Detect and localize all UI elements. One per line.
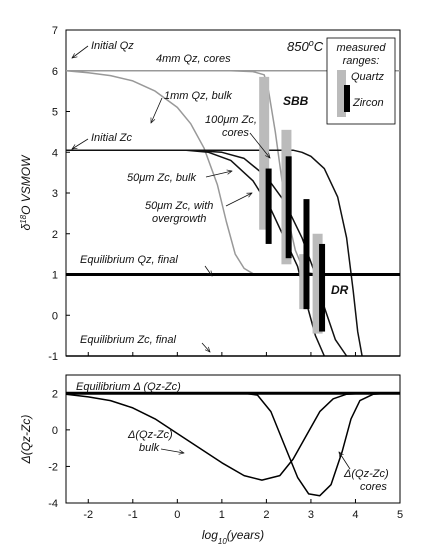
y-label-delta: δ — [19, 223, 33, 230]
label-zc-50-over-line2: overgrowth — [152, 213, 206, 225]
x-label-rest: (years) — [227, 528, 264, 542]
bottom-series — [65, 391, 400, 497]
arrow-eq-qz — [204, 265, 212, 276]
series-qz-zc-bulk — [65, 392, 365, 481]
temperature-label: 850oC — [287, 38, 324, 54]
arrow-zc-50-bulk — [205, 171, 232, 178]
label-eq-zc: Equilibrium Zc, final — [80, 334, 177, 346]
y-label-rest: O VSMOW — [19, 154, 33, 215]
top-y-tick-label: 1 — [52, 270, 58, 282]
bottom-y-tick-label: -4 — [48, 498, 58, 510]
label-initial-zc: Initial Zc — [91, 132, 132, 144]
top-y-tick-label: 0 — [52, 310, 58, 322]
bottom-y-tick-label: -2 — [48, 461, 58, 473]
x-tick-label: 2 — [263, 509, 269, 521]
range-bar-dr-quartz — [312, 233, 323, 334]
bottom-y-tick-label: 0 — [52, 425, 58, 437]
x-tick-label: 4 — [352, 509, 358, 521]
legend-zircon-label: Zircon — [352, 97, 384, 109]
range-bar-dr-zircon — [319, 243, 326, 332]
range-bar-sbb-zircon — [285, 156, 292, 259]
x-tick-label: -1 — [128, 509, 138, 521]
label-cores-line1: Δ(Qz-Zc) — [343, 468, 389, 480]
arrow-initial-zc — [72, 138, 89, 149]
label-initial-qz: Initial Qz — [91, 40, 134, 52]
label-eq-delta: Equilibrium Δ (Qz-Zc) — [76, 381, 181, 393]
label-zc-100-line2: cores — [222, 127, 249, 139]
top-y-axis-label: δ18O VSMOW — [19, 154, 34, 231]
bottom-panel: -2 -1 0 1 2 3 4 5 -4-202 Δ(Qz-Zc) log10(years) … — [19, 374, 403, 546]
arrow-bulk — [160, 448, 184, 453]
arrow-initial-qz — [72, 45, 89, 58]
label-qz-4mm: 4mm Qz, cores — [156, 53, 231, 65]
legend: measured ranges: Quartz Zircon — [326, 37, 396, 125]
label-sbb: SBB — [283, 94, 309, 108]
label-zc-50-over-line1: 50μm Zc, with — [145, 200, 213, 212]
bottom-x-ticks: -2 -1 0 1 2 3 4 5 — [83, 499, 403, 521]
x-tick-label: 3 — [308, 509, 314, 521]
top-y-tick-label: 6 — [52, 66, 58, 78]
arrow-zc-50-over — [225, 193, 252, 207]
bottom-y-axis-label: Δ(Qz-Zc) — [19, 415, 33, 465]
x-tick-label: -2 — [83, 509, 93, 521]
top-y-tick-label: 3 — [52, 188, 58, 200]
temperature-value: 850 — [287, 39, 309, 54]
label-eq-qz: Equilibrium Qz, final — [80, 254, 178, 266]
bottom-y-tick-label: 2 — [52, 388, 58, 400]
legend-quartz-label: Quartz — [351, 71, 385, 83]
y-label-sup: 18 — [19, 214, 28, 223]
label-qz-1mm: 1mm Qz, bulk — [164, 90, 232, 102]
bottom-plot-frame — [65, 374, 401, 504]
top-y-ticks: -1 0 1 2 3 4 5 6 7 — [48, 25, 70, 363]
arrow-qz-1mm — [150, 97, 163, 123]
range-bar-sbb-zircon — [265, 168, 272, 244]
temperature-degree: o — [309, 38, 314, 48]
series-1mm-qz-bulk — [65, 70, 267, 276]
range-bar-sbb-quartz — [259, 76, 270, 230]
measured-range-bars — [259, 76, 326, 334]
legend-zircon-swatch — [344, 85, 350, 112]
label-bulk-line1: Δ(Qz-Zc) — [127, 429, 173, 441]
legend-title-line1: measured — [337, 42, 387, 54]
range-bar-dr-zircon — [303, 199, 310, 310]
series-qz-zc-cores — [66, 392, 387, 497]
temperature-unit: C — [314, 39, 324, 54]
top-y-tick-label: -1 — [48, 351, 58, 363]
top-panel: -1 0 1 2 3 4 5 6 7 δ18O VSMOW 850oC measured ran… — [19, 25, 401, 363]
label-dr: DR — [331, 283, 349, 297]
x-axis-label: log10(years) — [202, 528, 264, 546]
top-y-tick-label: 7 — [52, 25, 58, 37]
label-bulk-line2: bulk — [139, 442, 160, 454]
label-zc-100-line1: 100μm Zc, — [205, 114, 257, 126]
arrow-zc-100 — [249, 132, 270, 158]
label-cores-line2: cores — [360, 481, 387, 493]
x-tick-label: 5 — [397, 509, 403, 521]
top-y-tick-label: 5 — [52, 107, 58, 119]
x-tick-label: 0 — [174, 509, 180, 521]
label-zc-50-bulk: 50μm Zc, bulk — [127, 172, 196, 184]
arrow-eq-zc — [201, 342, 210, 352]
legend-title-line2: ranges: — [343, 55, 380, 67]
arrow-cores — [339, 452, 351, 470]
x-tick-label: 1 — [219, 509, 225, 521]
series-100-m-zc-cores — [66, 149, 363, 357]
legend-quartz-swatch — [337, 70, 346, 117]
x-label-sub: 10 — [218, 537, 227, 546]
bottom-y-ticks: -4 -2 0 2 — [48, 388, 70, 510]
x-label-base: log — [202, 528, 218, 542]
top-y-tick-label: 2 — [52, 229, 58, 241]
top-y-tick-label: 4 — [52, 147, 58, 159]
